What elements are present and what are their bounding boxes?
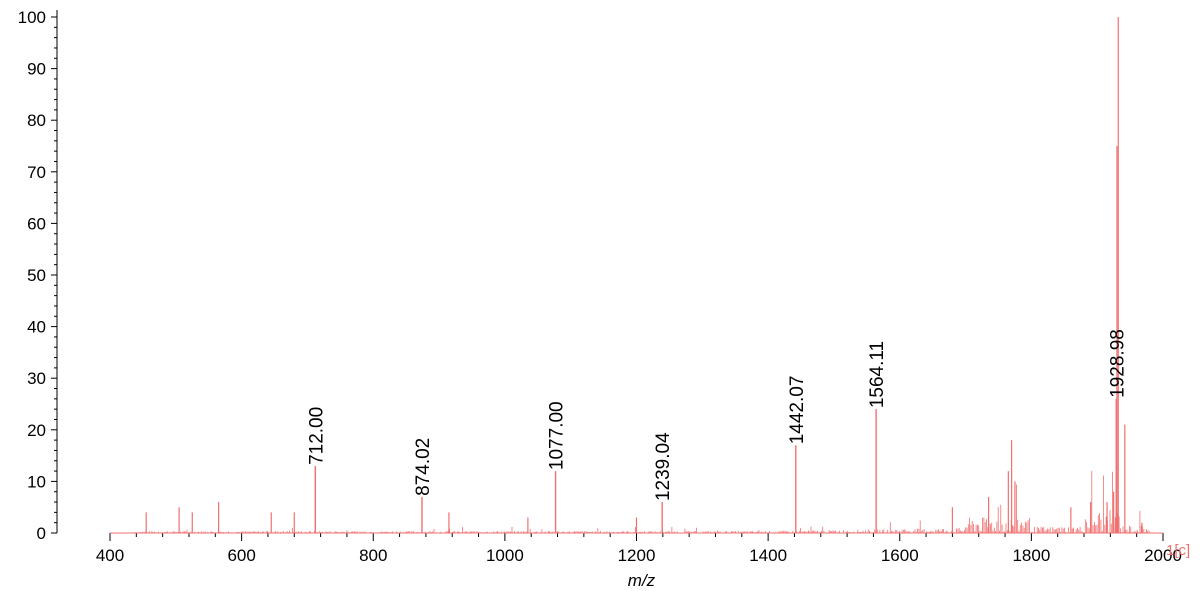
y-tick-label: 70 bbox=[27, 163, 46, 182]
peak-label: 1564.11 bbox=[867, 341, 888, 408]
peak-label: 1077.00 bbox=[547, 401, 568, 470]
baseline-noise bbox=[134, 470, 1150, 533]
y-tick-label: 40 bbox=[27, 318, 46, 337]
y-tick-label: 10 bbox=[27, 472, 46, 491]
y-tick-label: 50 bbox=[27, 266, 46, 285]
y-tick-label: 100 bbox=[18, 8, 46, 27]
y-tick-label: 60 bbox=[27, 214, 46, 233]
x-axis-title: m/z bbox=[628, 571, 656, 590]
x-tick-label: 600 bbox=[227, 546, 255, 565]
y-tick-label: 30 bbox=[27, 369, 46, 388]
spectrum-trace bbox=[110, 17, 1163, 534]
x-tick-label: 1600 bbox=[881, 546, 919, 565]
x-axis: 400 600 800 1000 1200 1400 1600 1800 2000 bbox=[96, 532, 1182, 565]
peak-label: 712.00 bbox=[306, 407, 327, 465]
x-tick-label: 400 bbox=[96, 546, 124, 565]
y-tick-label: 90 bbox=[27, 60, 46, 79]
x-tick-label: 1000 bbox=[486, 546, 524, 565]
y-tick-label: 80 bbox=[27, 111, 46, 130]
peak-label: 874.02 bbox=[413, 438, 434, 496]
y-axis: 0 10 20 30 40 50 60 70 80 90 100 bbox=[18, 8, 58, 543]
x-tick-label: 1400 bbox=[749, 546, 787, 565]
x-tick-label: 800 bbox=[359, 546, 387, 565]
labeled-peaks: 712.00 874.02 1077.00 1239.04 1442.07 1564.11… bbox=[306, 329, 1128, 533]
x-tick-label: 1800 bbox=[1012, 546, 1050, 565]
y-tick-label: 20 bbox=[27, 421, 46, 440]
x-tick-label: 1200 bbox=[618, 546, 656, 565]
peak-label: 1239.04 bbox=[653, 432, 674, 501]
trace-label: 1[c] bbox=[1166, 542, 1190, 559]
x-tick-label: 2000 bbox=[1144, 546, 1182, 565]
peak-label: 1442.07 bbox=[787, 376, 808, 445]
peak-label: 1928.98 bbox=[1107, 329, 1128, 398]
y-tick-label: 0 bbox=[37, 524, 46, 543]
